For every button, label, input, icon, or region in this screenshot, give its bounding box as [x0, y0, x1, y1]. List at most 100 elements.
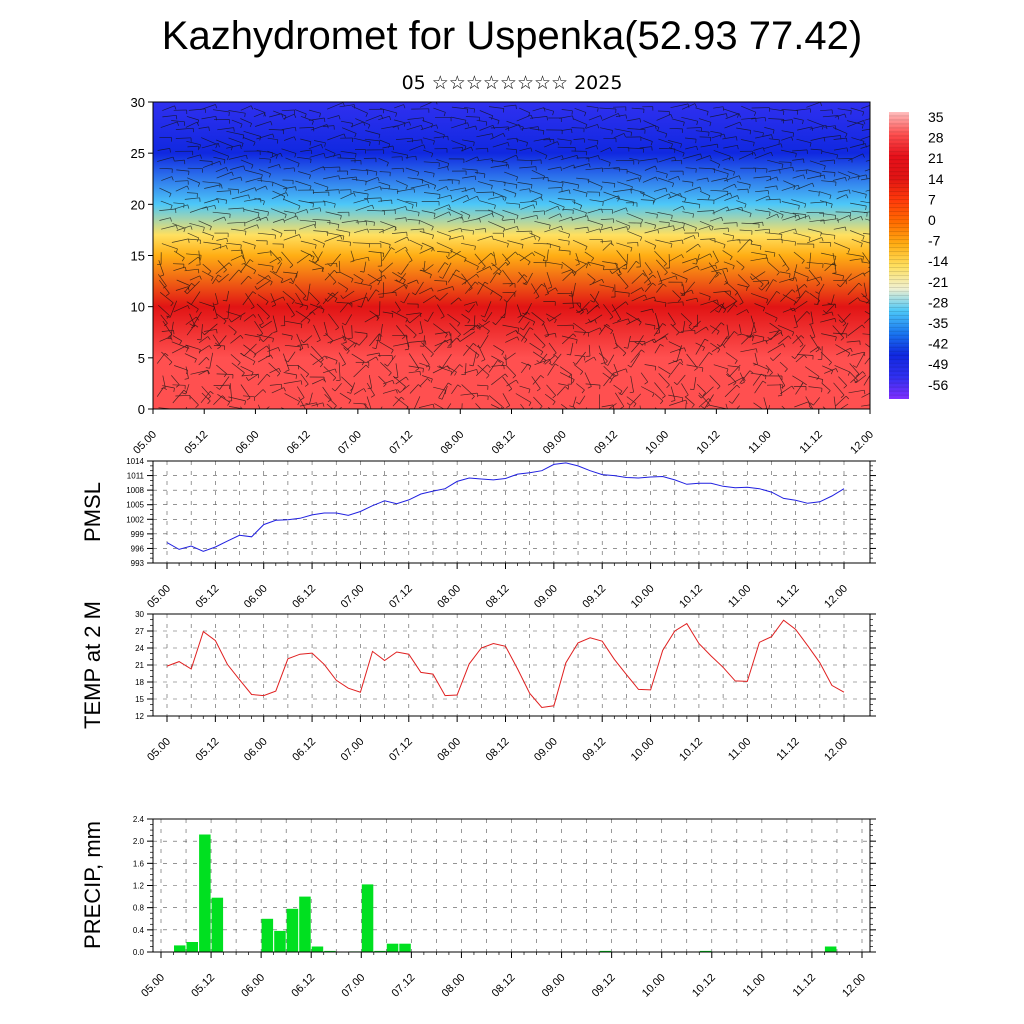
- x-tick-label: 06.12: [290, 736, 318, 764]
- colorbar-label: 0: [928, 212, 936, 228]
- wind-barb: [642, 269, 652, 284]
- wind-barb: [419, 362, 431, 368]
- wind-barb: [639, 146, 652, 149]
- series-line: [166, 619, 845, 709]
- wind-barb-flag: [360, 271, 365, 273]
- wind-barb-flag: [223, 269, 227, 273]
- wind-barb: [777, 373, 786, 386]
- wind-barb: [198, 220, 212, 227]
- wind-barb: [709, 113, 727, 118]
- wind-barb: [711, 133, 725, 139]
- series-line: [166, 462, 845, 552]
- wind-barb-flag: [600, 186, 603, 191]
- wind-barb: [395, 246, 406, 254]
- wind-barb: [558, 216, 572, 222]
- wind-barb-flag: [821, 125, 824, 130]
- x-tick-label: 11.00: [726, 583, 753, 610]
- wind-barb-flag: [415, 368, 420, 371]
- wind-barb-flag: [446, 255, 449, 260]
- wind-barb: [506, 365, 516, 376]
- wind-barb-flag: [799, 344, 804, 348]
- wind-barb: [338, 352, 346, 365]
- wind-barb-flag: [708, 226, 711, 231]
- wind-barb: [711, 267, 727, 273]
- wind-barb-flag: [405, 217, 407, 222]
- x-tick-label: 07.12: [390, 972, 418, 1000]
- wind-barb: [741, 222, 760, 225]
- wind-barb: [723, 261, 735, 267]
- wind-barb: [212, 211, 231, 215]
- wind-barb-flag: [340, 295, 344, 299]
- wind-barb-flag: [188, 238, 190, 243]
- wind-barb-flag: [738, 113, 741, 118]
- wind-barb-flag: [665, 133, 668, 138]
- wind-barb-flag: [555, 287, 558, 292]
- wind-barb: [533, 251, 546, 258]
- wind-barb-flag: [270, 281, 273, 286]
- wind-barb: [227, 188, 239, 190]
- wind-barb: [272, 315, 278, 332]
- wind-barb: [603, 304, 614, 318]
- wind-barb-flag: [272, 270, 277, 274]
- wind-barb: [228, 154, 247, 160]
- wind-barb: [559, 366, 572, 375]
- wind-barb-flag: [634, 341, 639, 345]
- wind-barb-flag: [483, 173, 486, 178]
- wind-barb-flag: [651, 146, 653, 151]
- wind-barb-flag: [732, 235, 735, 240]
- wind-barb-flag: [456, 269, 460, 273]
- wind-barb: [462, 195, 478, 203]
- wind-barb: [284, 215, 297, 222]
- wind-barb-flag: [585, 246, 588, 251]
- wind-barb-flag: [696, 146, 698, 151]
- wind-barb: [682, 201, 700, 205]
- wind-barb-flag: [309, 185, 312, 191]
- wind-barb: [394, 279, 408, 286]
- precip-bar: [299, 896, 311, 952]
- wind-barb-flag: [166, 315, 171, 318]
- wind-barb: [504, 226, 518, 231]
- wind-barb-flag: [253, 314, 256, 318]
- wind-barb: [407, 279, 418, 285]
- wind-barb: [175, 394, 190, 397]
- wind-barb-flag: [438, 397, 443, 400]
- wind-barb-flag: [257, 411, 260, 414]
- wind-barb: [726, 373, 737, 383]
- wind-barb-flag: [576, 401, 580, 405]
- wind-barb: [751, 116, 766, 120]
- wind-barb-flag: [253, 245, 256, 250]
- wind-barb: [750, 372, 767, 376]
- wind-barb-flag: [184, 378, 189, 380]
- wind-barb: [755, 190, 769, 193]
- wind-barb-flag: [433, 213, 436, 218]
- wind-barb-flag: [638, 321, 642, 326]
- wind-barb: [657, 177, 674, 184]
- wind-barb: [531, 312, 545, 323]
- wind-barb-flag: [600, 115, 603, 120]
- wind-barb: [451, 140, 467, 147]
- wind-barb-flag: [540, 196, 543, 201]
- wind-barb: [837, 171, 851, 177]
- wind-barb: [752, 339, 767, 345]
- wind-barb-flag: [327, 263, 331, 267]
- wind-barb: [382, 389, 397, 394]
- wind-barb: [834, 261, 837, 273]
- wind-barb: [419, 321, 424, 333]
- wind-barb-flag: [642, 272, 646, 277]
- wind-barb: [400, 263, 409, 275]
- wind-barb: [683, 153, 701, 159]
- wind-barb: [682, 211, 694, 215]
- wind-barb: [161, 176, 173, 181]
- wind-barb-flag: [423, 144, 426, 149]
- wind-barb-flag: [254, 187, 257, 192]
- wind-barb: [460, 210, 471, 216]
- wind-barb-flag: [504, 373, 508, 378]
- wind-barb: [713, 227, 729, 230]
- wind-barb: [369, 310, 380, 318]
- wind-barb-flag: [793, 326, 798, 329]
- wind-barb: [723, 175, 740, 182]
- wind-barb: [806, 237, 822, 244]
- wind-barb-flag: [809, 142, 812, 147]
- wind-barb-flag: [406, 319, 410, 324]
- wind-barb-flag: [569, 405, 574, 408]
